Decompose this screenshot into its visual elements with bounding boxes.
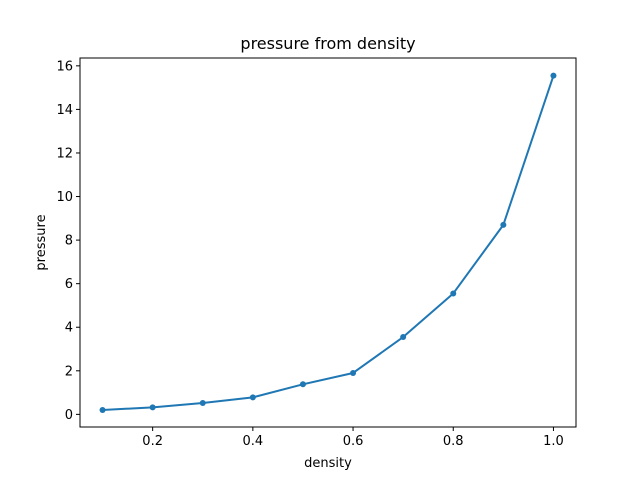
data-point <box>299 381 306 388</box>
y-tick-label: 4 <box>65 321 73 336</box>
x-tick-label: 0.6 <box>343 434 364 449</box>
y-axis: 0 2 4 6 8 10 12 14 16 <box>56 59 80 423</box>
data-point <box>149 404 156 411</box>
y-tick-label: 14 <box>56 103 73 118</box>
x-tick-label: 0.8 <box>443 434 464 449</box>
data-point <box>550 72 557 79</box>
plot-area: 0.2 0.4 0.6 0.8 1.0 0 2 4 6 8 10 12 14 16 <box>56 57 577 449</box>
y-tick-label: 16 <box>56 59 73 74</box>
data-point <box>350 369 357 376</box>
x-tick-label: 0.2 <box>142 434 163 449</box>
series-layer <box>99 72 557 414</box>
y-axis-label: pressure <box>34 214 49 270</box>
y-tick-label: 8 <box>65 234 73 249</box>
plot-frame <box>79 57 577 428</box>
x-axis: 0.2 0.4 0.6 0.8 1.0 <box>142 427 564 449</box>
series-line <box>101 74 555 412</box>
y-tick-label: 2 <box>65 364 73 379</box>
x-tick-label: 1.0 <box>543 434 564 449</box>
data-point <box>99 407 106 414</box>
y-tick-label: 0 <box>65 408 73 423</box>
data-point <box>400 334 407 341</box>
y-tick-label: 6 <box>65 277 73 292</box>
y-tick-label: 12 <box>56 146 73 161</box>
x-tick-label: 0.4 <box>243 434 264 449</box>
y-tick-label: 10 <box>56 190 73 205</box>
data-point <box>500 221 507 228</box>
data-point <box>450 290 457 297</box>
data-point <box>249 394 256 401</box>
chart-title: pressure from density <box>240 34 415 53</box>
x-axis-label: density <box>304 456 352 471</box>
data-point <box>199 400 206 407</box>
